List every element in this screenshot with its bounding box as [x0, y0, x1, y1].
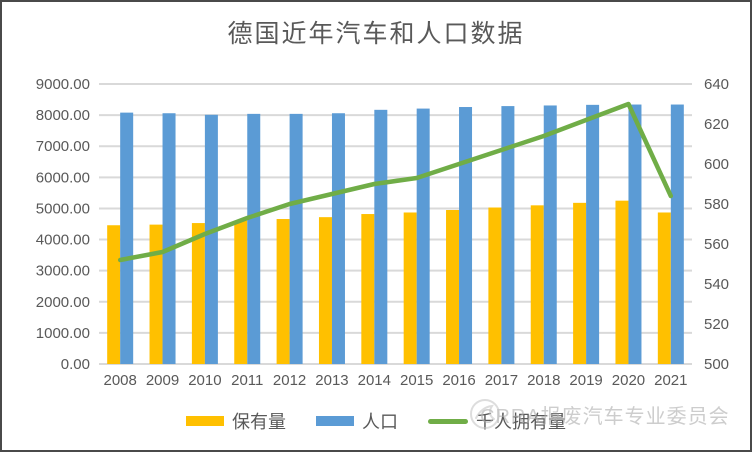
bar-population-2009	[162, 113, 176, 364]
legend-label-ownership: 保有量	[232, 412, 286, 432]
y-axis-right-tick-label: 520	[704, 316, 729, 333]
chart-title: 德国近年汽车和人口数据	[227, 20, 525, 48]
y-axis-right-tick-label: 620	[704, 116, 729, 133]
bar-population-2016	[459, 107, 473, 365]
y-axis-left-tick-label: 0.00	[61, 356, 90, 373]
y-axis-left-tick-label: 5000.00	[36, 200, 90, 217]
chart-legend: 保有量 人口 千人拥有量	[2, 408, 750, 434]
bar-ownership-2011	[234, 220, 248, 364]
bar-ownership-2010	[191, 223, 205, 364]
x-axis-tick-label: 2010	[188, 372, 221, 389]
x-axis-tick-label: 2020	[612, 372, 645, 389]
legend-item-population: 人口	[316, 408, 398, 434]
bar-population-2020	[628, 104, 642, 365]
bar-ownership-2016	[446, 210, 460, 364]
x-axis-tick-label: 2021	[654, 372, 687, 389]
x-axis-tick-label: 2017	[485, 372, 518, 389]
x-axis-tick-label: 2014	[358, 372, 391, 389]
bar-population-2011	[247, 113, 261, 364]
y-axis-right-tick-label: 640	[704, 76, 729, 93]
bar-population-2018	[543, 105, 557, 364]
bar-ownership-2012	[276, 219, 290, 364]
y-axis-right-tick-label: 600	[704, 156, 729, 173]
bar-population-2014	[374, 109, 388, 364]
y-axis-left-tick-label: 7000.00	[36, 138, 90, 155]
bar-population-2012	[289, 113, 303, 364]
bar-ownership-2019	[573, 202, 587, 364]
bar-ownership-2008	[107, 225, 121, 364]
bar-population-2008	[120, 112, 134, 364]
y-axis-left-tick-label: 8000.00	[36, 107, 90, 124]
population-swatch-icon	[316, 416, 354, 426]
legend-item-ownership: 保有量	[186, 408, 286, 434]
x-axis-tick-label: 2018	[527, 372, 560, 389]
y-axis-right-tick-label: 580	[704, 196, 729, 213]
ownership-swatch-icon	[186, 416, 224, 426]
legend-item-per-capita: 千人拥有量	[428, 408, 566, 434]
bar-population-2015	[416, 108, 430, 364]
x-axis-tick-label: 2016	[442, 372, 475, 389]
legend-label-population: 人口	[362, 412, 398, 432]
bar-population-2013	[331, 113, 345, 364]
bar-ownership-2017	[488, 207, 502, 364]
bar-ownership-2014	[361, 214, 375, 364]
bar-ownership-2020	[615, 200, 629, 364]
bar-ownership-2009	[149, 224, 163, 364]
bar-ownership-2013	[318, 217, 332, 364]
x-axis-tick-label: 2009	[146, 372, 179, 389]
per-capita-line-swatch-icon	[428, 418, 468, 424]
bar-ownership-2021	[657, 212, 671, 364]
legend-label-per-capita: 千人拥有量	[476, 412, 566, 432]
line-per-capita	[117, 101, 674, 263]
y-axis-right-tick-label: 560	[704, 236, 729, 253]
y-axis-left-tick-label: 1000.00	[36, 325, 90, 342]
x-axis-tick-label: 2008	[103, 372, 136, 389]
y-axis-left-tick-label: 3000.00	[36, 263, 90, 280]
bar-ownership-2018	[530, 205, 544, 364]
x-axis-tick-label: 2015	[400, 372, 433, 389]
x-axis-tick-label: 2013	[315, 372, 348, 389]
y-axis-left-tick-label: 2000.00	[36, 294, 90, 311]
bar-population-2010	[204, 114, 218, 364]
x-axis-tick-label: 2019	[569, 372, 602, 389]
y-axis-left-tick-label: 6000.00	[36, 169, 90, 186]
x-axis-tick-label: 2012	[273, 372, 306, 389]
y-axis-left-tick-label: 9000.00	[36, 76, 90, 93]
bar-ownership-2015	[403, 212, 417, 364]
y-axis-left-tick-label: 4000.00	[36, 232, 90, 249]
bar-population-2021	[670, 104, 684, 365]
y-axis-right-tick-label: 500	[704, 356, 729, 373]
x-axis-tick-label: 2011	[231, 372, 263, 389]
bar-population-2019	[586, 104, 600, 364]
bar-population-2017	[501, 106, 515, 364]
y-axis-right-tick-label: 540	[704, 276, 729, 293]
